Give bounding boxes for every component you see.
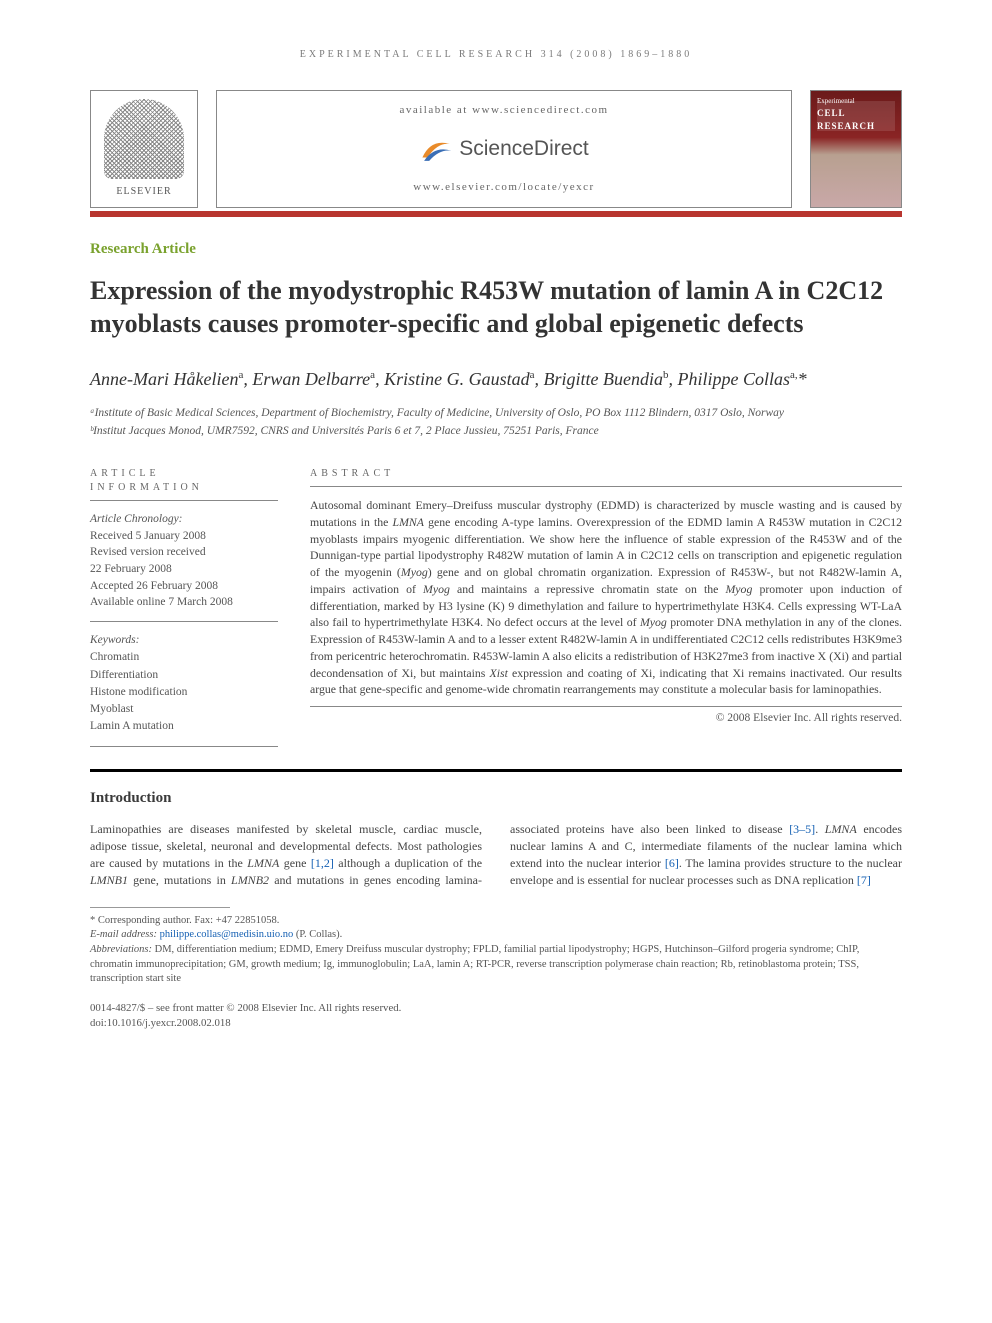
footnotes: * Corresponding author. Fax: +47 2285105…: [90, 914, 902, 987]
elsevier-label: ELSEVIER: [116, 185, 171, 199]
doi-line: doi:10.1016/j.yexcr.2008.02.018: [90, 1016, 902, 1031]
sciencedirect-wordmark: ScienceDirect: [459, 134, 589, 163]
corresponding-author-note: * Corresponding author. Fax: +47 2285105…: [90, 914, 902, 929]
chronology-line: Received 5 January 2008: [90, 528, 278, 545]
email-line: E-mail address: philippe.collas@medisin.…: [90, 928, 902, 943]
abbreviations-text: DM, differentiation medium; EDMD, Emery …: [90, 944, 859, 984]
keyword: Lamin A mutation: [90, 718, 278, 735]
journal-thumb-line2: CELL RESEARCH: [817, 107, 901, 132]
elsevier-logo[interactable]: ELSEVIER: [90, 90, 198, 208]
citation-link[interactable]: [3–5]: [789, 822, 815, 836]
introduction-heading: Introduction: [90, 788, 902, 809]
chronology-line: Available online 7 March 2008: [90, 594, 278, 611]
keywords-label: Keywords:: [90, 632, 278, 649]
sciencedirect-logo[interactable]: ScienceDirect: [419, 132, 589, 166]
bottom-metadata: 0014-4827/$ – see front matter © 2008 El…: [90, 1001, 902, 1031]
running-head: EXPERIMENTAL CELL RESEARCH 314 (2008) 18…: [90, 48, 902, 62]
body-two-column: Laminopathies are diseases manifested by…: [90, 821, 902, 889]
chronology-label: Article Chronology:: [90, 511, 278, 528]
keyword: Myoblast: [90, 701, 278, 718]
journal-cover-thumb[interactable]: Experimental CELL RESEARCH: [810, 90, 902, 208]
abstract-copyright: © 2008 Elsevier Inc. All rights reserved…: [310, 710, 902, 726]
abbreviations-label: Abbreviations:: [90, 944, 152, 955]
article-info-heading: ARTICLE INFORMATION: [90, 467, 278, 501]
chronology-line: 22 February 2008: [90, 561, 278, 578]
abbreviations-line: Abbreviations: DM, differentiation mediu…: [90, 943, 902, 987]
citation-link[interactable]: [1,2]: [311, 856, 334, 870]
keyword: Differentiation: [90, 667, 278, 684]
chronology-line: Accepted 26 February 2008: [90, 578, 278, 595]
locate-url[interactable]: www.elsevier.com/locate/yexcr: [413, 180, 594, 195]
affiliation: ᵃInstitute of Basic Medical Sciences, De…: [90, 405, 902, 421]
journal-thumb-line1: Experimental: [817, 97, 855, 107]
citation-link[interactable]: [7]: [857, 873, 871, 887]
email-label: E-mail address:: [90, 929, 157, 940]
sciencedirect-swoosh-icon: [419, 132, 453, 166]
affiliation: ᵇInstitut Jacques Monod, UMR7592, CNRS a…: [90, 423, 902, 439]
chronology-line: Revised version received: [90, 544, 278, 561]
keywords-block: Keywords: ChromatinDifferentiationHiston…: [90, 632, 278, 747]
black-divider: [90, 769, 902, 772]
available-at-line: available at www.sciencedirect.com: [399, 103, 608, 118]
elsevier-tree-icon: [104, 99, 184, 179]
article-title: Expression of the myodystrophic R453W mu…: [90, 274, 902, 341]
article-info-column: ARTICLE INFORMATION Article Chronology: …: [90, 467, 278, 747]
banner-center: available at www.sciencedirect.com Scien…: [216, 90, 792, 208]
corresponding-email-link[interactable]: philippe.collas@medisin.uio.no: [160, 929, 294, 940]
header-banner: ELSEVIER available at www.sciencedirect.…: [90, 90, 902, 208]
keyword: Histone modification: [90, 684, 278, 701]
abstract-heading: ABSTRACT: [310, 467, 902, 487]
abstract-text: Autosomal dominant Emery–Dreifuss muscul…: [310, 497, 902, 707]
footnote-rule: [90, 907, 230, 908]
citation-link[interactable]: [6]: [665, 856, 679, 870]
article-type: Research Article: [90, 239, 902, 260]
red-divider: [90, 211, 902, 217]
abstract-column: ABSTRACT Autosomal dominant Emery–Dreifu…: [310, 467, 902, 747]
email-attribution: (P. Collas).: [296, 929, 342, 940]
author-list: Anne-Mari Håkeliena, Erwan Delbarrea, Kr…: [90, 367, 902, 391]
chronology-block: Article Chronology: Received 5 January 2…: [90, 511, 278, 622]
front-matter-line: 0014-4827/$ – see front matter © 2008 El…: [90, 1001, 902, 1016]
keyword: Chromatin: [90, 649, 278, 666]
